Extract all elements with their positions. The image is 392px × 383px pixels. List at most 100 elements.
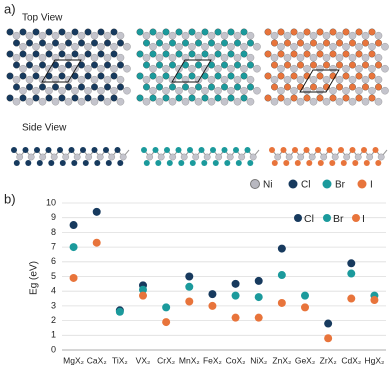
atom <box>303 28 311 36</box>
atom <box>201 50 209 58</box>
atom <box>103 147 109 153</box>
atom <box>36 160 43 166</box>
atom <box>32 42 40 51</box>
atom <box>366 153 374 161</box>
atom <box>354 153 362 161</box>
atom <box>269 147 275 153</box>
atom <box>156 39 163 47</box>
atom <box>227 42 235 51</box>
atom <box>368 72 376 80</box>
atom <box>26 61 33 69</box>
atom <box>381 42 389 51</box>
atom <box>320 153 328 161</box>
atom <box>233 31 242 40</box>
atom <box>77 53 86 62</box>
atom <box>212 160 219 166</box>
atom <box>39 39 46 47</box>
atom <box>285 153 293 161</box>
atom <box>329 64 337 73</box>
atom <box>110 64 118 73</box>
atom <box>26 39 33 47</box>
atom <box>214 64 222 73</box>
atom <box>284 61 291 69</box>
point <box>208 301 217 310</box>
atom <box>214 94 222 102</box>
x-tick-label: ZnX₂ <box>272 355 291 365</box>
atom <box>58 86 66 95</box>
atom <box>71 160 78 166</box>
atom <box>322 53 331 62</box>
atom <box>114 147 121 153</box>
atom <box>349 39 356 47</box>
atom <box>338 147 344 153</box>
atom <box>208 83 215 91</box>
atom <box>240 72 248 80</box>
atom <box>240 42 248 51</box>
atom <box>221 61 228 69</box>
atom <box>19 94 27 102</box>
atom <box>178 160 185 166</box>
atom <box>108 153 116 161</box>
atom <box>78 83 85 91</box>
atom <box>368 86 376 95</box>
atom <box>168 31 177 40</box>
atom <box>309 75 318 84</box>
atom <box>277 72 285 80</box>
atom <box>336 61 343 69</box>
atom <box>201 94 209 102</box>
atom <box>117 160 124 166</box>
atom <box>84 86 92 95</box>
atom <box>38 31 47 40</box>
atom <box>322 31 331 40</box>
atom <box>207 97 216 106</box>
atom <box>194 53 203 62</box>
atom <box>71 94 79 102</box>
atom <box>188 42 196 51</box>
atom <box>310 61 317 69</box>
atom <box>45 50 53 58</box>
atom <box>65 83 72 91</box>
atom <box>143 83 150 91</box>
atom <box>220 97 229 106</box>
atom <box>16 153 24 161</box>
x-tick-label: VX₂ <box>136 355 151 365</box>
atom <box>51 31 60 40</box>
atom <box>315 147 321 153</box>
atom <box>264 94 272 102</box>
atom <box>169 39 176 47</box>
atom <box>335 31 344 40</box>
atom <box>368 50 376 58</box>
atom <box>323 61 330 69</box>
atom <box>162 28 170 36</box>
atom <box>97 50 105 58</box>
atom <box>233 53 242 62</box>
atom <box>277 50 285 58</box>
x-tick-label: ZrX₂ <box>320 355 337 365</box>
atom <box>166 160 173 166</box>
atom <box>65 61 72 69</box>
atom <box>175 50 183 58</box>
view-label: Side View <box>22 123 67 134</box>
atom <box>201 86 209 95</box>
atom <box>6 72 14 80</box>
atom <box>142 75 151 84</box>
atom <box>221 147 228 153</box>
atom <box>294 160 301 166</box>
atom <box>283 53 292 62</box>
atom <box>361 75 370 84</box>
atom <box>322 75 331 84</box>
atom <box>322 97 331 106</box>
atom <box>303 42 311 51</box>
x-tick-label: MnX₂ <box>179 355 200 365</box>
point <box>347 269 356 278</box>
atom <box>264 72 272 80</box>
atom <box>68 147 75 153</box>
atom <box>283 97 292 106</box>
view-label: Top View <box>22 13 63 24</box>
atom <box>214 72 222 80</box>
atom <box>240 86 248 95</box>
atom <box>246 31 255 40</box>
atom <box>362 61 369 69</box>
atom <box>25 97 34 106</box>
atom <box>306 160 313 166</box>
